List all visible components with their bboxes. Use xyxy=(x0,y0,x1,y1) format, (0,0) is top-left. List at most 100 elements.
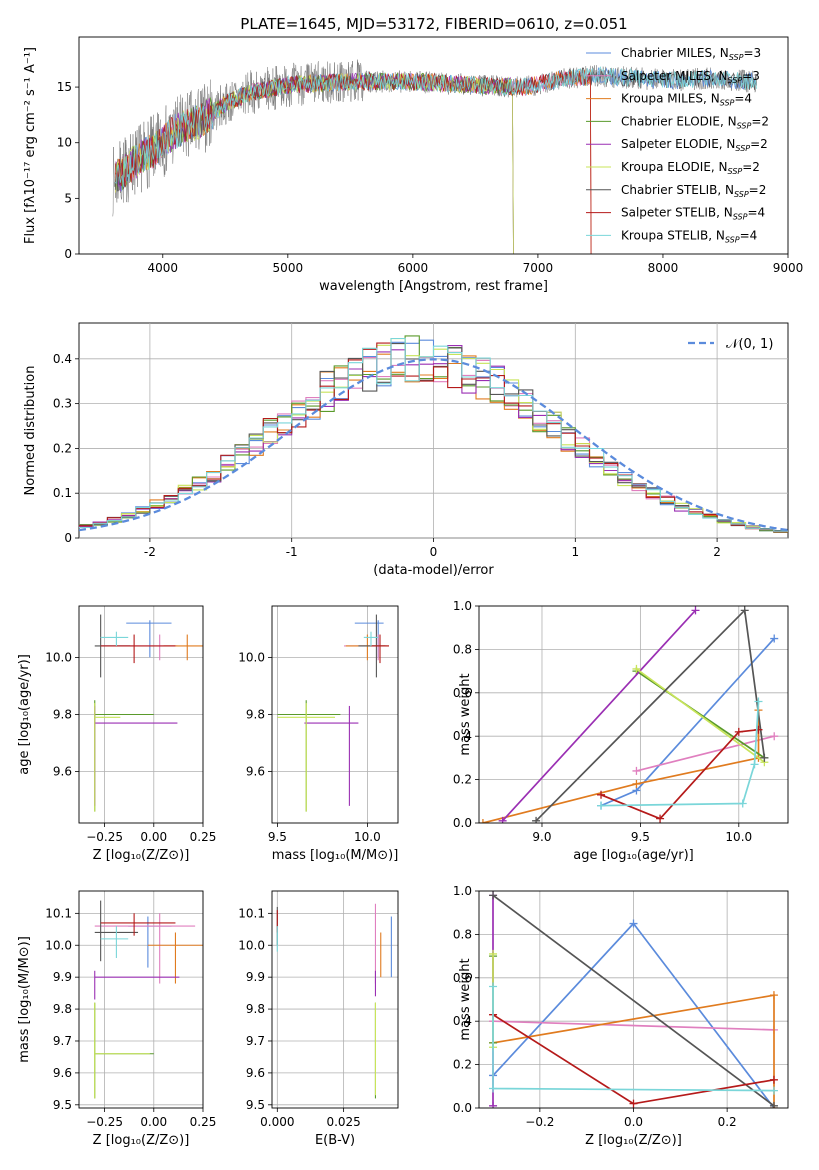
y-tick-label: 0.2 xyxy=(453,1058,472,1072)
weight-point-marker xyxy=(750,760,759,769)
weight-point-marker xyxy=(769,1075,778,1084)
x-tick-label: 0.00 xyxy=(140,1115,167,1129)
x-tick-label: 10.0 xyxy=(725,830,752,844)
age-vs-Z-chart: −0.25 0.00 0.25 9.6 9.8 10.0 Z [log₁₀(Z/Z⊙)] ag… xyxy=(17,605,217,863)
legend-label: Chabrier MILES, NSSP=3 xyxy=(621,46,761,62)
y-tick-label: 10.0 xyxy=(238,650,265,664)
x-axis-label: Z [log₁₀(Z/Z⊙)] xyxy=(93,1133,190,1148)
weight-point-marker xyxy=(489,1084,498,1093)
age-vs-mass-chart: 9.5 10.0 9.6 9.8 10.0 mass [log₁₀(M/M⊙)] xyxy=(238,605,399,863)
y-tick-label: 10.1 xyxy=(45,906,72,920)
spectrum-series-group xyxy=(112,59,757,254)
x-tick-label: -2 xyxy=(144,545,156,559)
y-tick-label: 0.8 xyxy=(453,927,472,941)
weight-line xyxy=(492,894,775,1107)
weight-point-marker xyxy=(769,1101,778,1108)
weight-point-marker xyxy=(734,727,743,736)
y-tick-label: 0.6 xyxy=(453,971,472,985)
axes-frame xyxy=(478,890,789,1109)
y-tick-label: 9.9 xyxy=(246,970,265,984)
axes-frame xyxy=(271,890,399,1109)
weight-point-marker xyxy=(691,606,700,615)
axes-frame xyxy=(78,605,204,824)
y-tick-label: 10 xyxy=(57,136,72,150)
y-tick-label: 9.5 xyxy=(246,1098,265,1112)
y-tick-label: 10.0 xyxy=(45,650,72,664)
x-axis-label: E(B-V) xyxy=(315,1133,355,1148)
x-tick-label: -1 xyxy=(286,545,298,559)
x-tick-label: 7000 xyxy=(523,261,554,275)
residuals-chart: -2 -1 0 1 2 0 0.1 0.2 0.3 0.4 (data-model)/error No… xyxy=(23,322,789,578)
x-tick-label: −0.25 xyxy=(86,830,123,844)
x-tick-label: 10.0 xyxy=(354,830,381,844)
weight-point-marker xyxy=(760,753,769,762)
weight-point-marker xyxy=(656,814,665,823)
x-axis-label: Z [log₁₀(Z/Z⊙)] xyxy=(93,848,190,863)
y-tick-label: 9.6 xyxy=(53,765,72,779)
y-axis-label: mass [log₁₀(M/M⊙)] xyxy=(17,936,32,1063)
y-tick-label: 10.0 xyxy=(45,938,72,952)
x-axis-label: Z [log₁₀(Z/Z⊙)] xyxy=(585,1133,682,1148)
errorbar-group xyxy=(94,900,203,1099)
mass-vs-ebv-chart: 0.000 0.025 9.5 9.6 9.7 9.8 9.9 10.0 10.1 E(B-V) xyxy=(238,890,399,1148)
y-tick-label: 9.9 xyxy=(53,970,72,984)
y-axis-label: Flux [fλ10⁻¹⁷ erg cm⁻² s⁻¹ A⁻¹] xyxy=(23,47,38,244)
legend-label: Kroupa MILES, NSSP=4 xyxy=(621,92,752,108)
figure-title: PLATE=1645, MJD=53172, FIBERID=0610, z=0… xyxy=(240,15,627,33)
legend-label: Chabrier STELIB, NSSP=2 xyxy=(621,183,766,199)
x-tick-label: 0.2 xyxy=(718,1115,737,1129)
errorbar-group xyxy=(276,903,392,1099)
weight-point-marker xyxy=(632,779,641,788)
y-tick-label: 9.6 xyxy=(246,1066,265,1080)
x-tick-label: −0.2 xyxy=(525,1115,554,1129)
legend-label: Salpeter ELODIE, NSSP=2 xyxy=(621,137,768,153)
y-tick-label: 0.8 xyxy=(453,642,472,656)
y-tick-label: 10.1 xyxy=(238,906,265,920)
y-tick-label: 1.0 xyxy=(453,884,472,898)
x-tick-label: −0.25 xyxy=(86,1115,123,1129)
y-tick-label: 0.0 xyxy=(453,816,472,830)
weight-line xyxy=(482,710,760,823)
axes-frame xyxy=(271,605,399,824)
weight-point-marker xyxy=(597,801,606,810)
histogram-step-line xyxy=(79,337,788,532)
y-tick-label: 10.0 xyxy=(238,938,265,952)
x-tick-label: 0.025 xyxy=(326,1115,360,1129)
weight-point-marker xyxy=(769,1086,778,1095)
legend-label: Salpeter MILES, NSSP=3 xyxy=(621,69,760,85)
y-tick-label: 0.4 xyxy=(453,1014,472,1028)
x-tick-label: 0.00 xyxy=(140,830,167,844)
weight-point-marker xyxy=(770,732,779,741)
x-tick-label: 8000 xyxy=(648,261,679,275)
y-tick-label: 9.8 xyxy=(246,1002,265,1016)
y-tick-label: 0.3 xyxy=(53,397,72,411)
weight-point-marker xyxy=(740,606,749,615)
weight-point-marker xyxy=(489,982,498,991)
weight-line xyxy=(635,668,765,763)
x-tick-label: 5000 xyxy=(273,261,304,275)
errorbar-group xyxy=(94,614,203,812)
y-tick-label: 9.7 xyxy=(53,1034,72,1048)
histogram-group xyxy=(79,335,788,533)
x-axis-label: mass [log₁₀(M/M⊙)] xyxy=(272,848,399,863)
weight-point-marker xyxy=(489,949,498,958)
y-tick-label: 0 xyxy=(64,247,72,261)
x-tick-label: 0.25 xyxy=(190,830,217,844)
y-tick-label: 0.4 xyxy=(53,352,72,366)
legend-label: Salpeter STELIB, NSSP=4 xyxy=(621,206,765,222)
x-tick-label: 0.0 xyxy=(624,1115,643,1129)
weight-point-marker xyxy=(479,819,487,823)
weight-point-marker xyxy=(532,816,541,823)
x-tick-label: 9000 xyxy=(773,261,804,275)
axes-frame xyxy=(78,36,789,255)
axes-frame xyxy=(78,890,204,1109)
y-tick-label: 9.8 xyxy=(53,1002,72,1016)
legend-label: Kroupa STELIB, NSSP=4 xyxy=(621,228,757,244)
y-tick-label: 0 xyxy=(64,531,72,545)
x-tick-label: 0.000 xyxy=(260,1115,294,1129)
weight-point-marker xyxy=(769,991,778,1000)
y-tick-label: 9.8 xyxy=(246,708,265,722)
weight-point-marker xyxy=(632,766,641,775)
weight-line xyxy=(492,1020,775,1031)
legend-label: 𝒩(0, 1) xyxy=(726,337,773,352)
